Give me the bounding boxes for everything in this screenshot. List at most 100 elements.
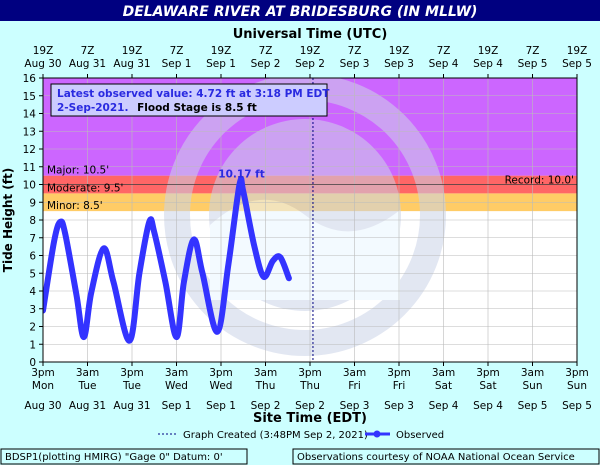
bottom-tick-date: Sep 3: [340, 400, 370, 412]
observed-point: [191, 237, 197, 243]
y-tick-label: 12: [23, 144, 36, 156]
top-tick-time: 19Z: [478, 45, 499, 57]
bottom-tick-time: 3am: [76, 367, 99, 379]
legend-observed-marker: [373, 430, 381, 438]
y-tick-label: 5: [29, 268, 36, 280]
observed-point: [151, 229, 157, 235]
bottom-tick-day: Sat: [479, 380, 496, 392]
bottom-tick-day: Fri: [348, 380, 361, 392]
bottom-tick-day: Fri: [393, 380, 406, 392]
bottom-tick-day: Wed: [210, 380, 233, 392]
chart-title: DELAWARE RIVER AT BRIDESBURG (IN MLLW): [123, 4, 478, 20]
observed-point: [51, 238, 57, 244]
stage-label-major: Major: 10.5': [47, 165, 109, 177]
y-tick-label: 11: [23, 162, 36, 174]
bottom-tick-time: 3pm: [209, 367, 233, 379]
observed-point: [127, 338, 133, 344]
legend: Graph Created (3:48PM Sep 2, 2021) Obser…: [158, 430, 444, 441]
bottom-tick-time: 3pm: [120, 367, 144, 379]
observed-point: [110, 279, 116, 285]
top-tick-time: 19Z: [211, 45, 232, 57]
y-tick-label: 4: [29, 286, 36, 298]
y-tick-label: 2: [29, 322, 36, 334]
bottom-tick-time: 3am: [165, 367, 188, 379]
bottom-tick-date: Sep 2: [251, 400, 281, 412]
observed-point: [240, 189, 246, 195]
bottom-tick-time: 3pm: [476, 367, 500, 379]
stage-label-minor: Minor: 8.5': [47, 200, 103, 212]
footer-right-box: [292, 448, 600, 465]
top-tick-date: Sep 1: [206, 58, 236, 70]
top-tick-date: Sep 4: [429, 58, 459, 70]
bottom-tick-date: Aug 31: [69, 400, 106, 412]
bottom-tick-day: Sun: [567, 380, 587, 392]
observed-point: [136, 270, 142, 276]
observed-point: [146, 219, 152, 225]
observed-point: [270, 258, 276, 264]
y-tick-label: 0: [29, 357, 36, 369]
y-tick-label: 7: [29, 233, 36, 245]
flood-stage-labels: Minor: 8.5' Moderate: 9.5' Major: 10.5' Rec…: [43, 165, 577, 212]
top-tick-date: Sep 5: [562, 58, 592, 70]
latest-observed-text: Latest observed value: 4.72 ft at 3:18 P…: [57, 88, 330, 100]
y-tick-label: 13: [23, 126, 36, 138]
y-tick-label: 8: [29, 215, 36, 227]
observed-point: [81, 334, 87, 340]
flood-stage-text: Flood Stage is 8.5 ft: [137, 102, 257, 114]
bottom-tick-time: 3am: [521, 367, 544, 379]
bottom-tick-time: 3pm: [298, 367, 322, 379]
observed-point: [88, 290, 94, 296]
top-tick-time: 19Z: [300, 45, 321, 57]
bottom-tick-day: Tue: [122, 380, 141, 392]
observed-point: [251, 244, 257, 250]
bottom-tick-time: 3pm: [565, 367, 589, 379]
observed-point: [261, 274, 267, 280]
bottom-tick-time: 3am: [343, 367, 366, 379]
latest-observed-date: 2-Sep-2021. Flood Stage is 8.5 ft: [57, 102, 257, 114]
observed-point: [62, 231, 68, 237]
observed-point: [101, 245, 107, 251]
bottom-tick-day: Sun: [523, 380, 543, 392]
observed-point: [199, 270, 205, 276]
top-tick-date: Aug 30: [24, 58, 61, 70]
top-tick-date: Sep 3: [384, 58, 414, 70]
bottom-tick-day: Thu: [255, 380, 276, 392]
y-tick-label: 14: [23, 109, 37, 121]
observed-point: [277, 254, 283, 260]
top-tick-time: 19Z: [122, 45, 143, 57]
y-tick-label: 9: [29, 197, 36, 209]
top-tick-time: 7Z: [526, 45, 540, 57]
bottom-tick-date: Sep 2: [295, 400, 325, 412]
y-tick-label: 16: [23, 73, 37, 85]
bottom-tick-date: Sep 1: [162, 400, 192, 412]
latest-observed-date-value: 2-Sep-2021.: [57, 102, 128, 114]
top-tick-time: 19Z: [567, 45, 588, 57]
bottom-tick-date: Aug 30: [24, 400, 61, 412]
top-axis-label: Universal Time (UTC): [233, 27, 388, 42]
top-tick-time: 19Z: [389, 45, 410, 57]
legend-observed-label: Observed: [396, 430, 444, 441]
top-tick-date: Aug 31: [113, 58, 150, 70]
top-tick-time: 7Z: [348, 45, 362, 57]
y-tick-label: 10: [23, 180, 36, 192]
title-bar: [0, 0, 600, 21]
bottom-tick-time: 3am: [432, 367, 455, 379]
top-tick-time: 7Z: [170, 45, 184, 57]
observed-point: [174, 334, 179, 340]
top-tick-time: 7Z: [81, 45, 95, 57]
latest-observed-box: [50, 83, 328, 117]
observed-point: [214, 329, 220, 335]
footer-datum: BDSP1(plotting HMIRG) "Gage 0" Datum: 0': [5, 452, 223, 463]
bottom-tick-date: Aug 31: [113, 400, 150, 412]
observed-point: [57, 219, 63, 225]
observed-point: [225, 261, 231, 267]
top-tick-date: Sep 2: [251, 58, 281, 70]
y-tick-label: 3: [29, 304, 36, 316]
stage-label-moderate: Moderate: 9.5': [47, 182, 123, 194]
bottom-tick-day: Sat: [435, 380, 452, 392]
top-tick-time: 7Z: [259, 45, 273, 57]
observed-point: [181, 279, 187, 285]
